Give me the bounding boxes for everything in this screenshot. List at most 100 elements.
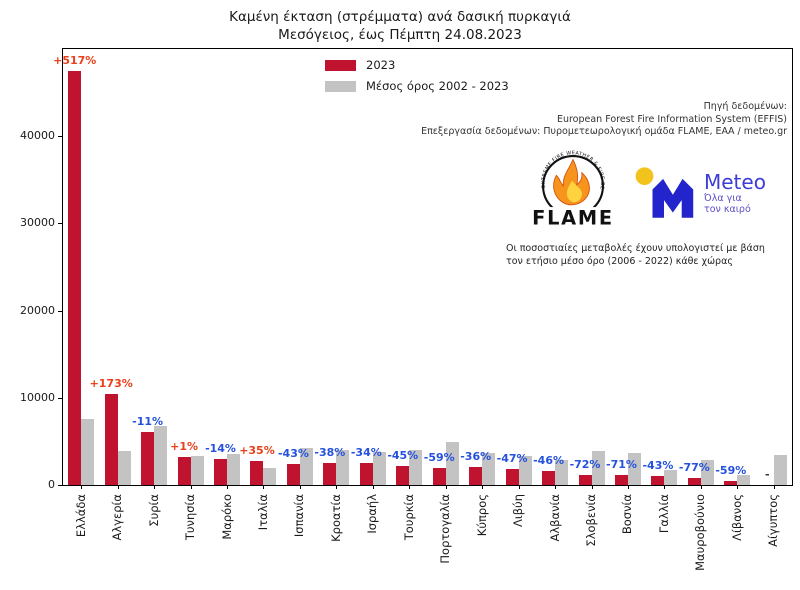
x-tick-mark [518, 485, 520, 489]
bar-average [773, 455, 787, 485]
x-tick-label: Ισραήλ [365, 493, 406, 534]
x-tick-mark [227, 485, 229, 489]
x-tick-label-text: Τυνησία [183, 494, 198, 541]
flame-logo-wordmark: FLAME [532, 207, 614, 230]
bar-2023 [104, 394, 118, 485]
bar-average [591, 451, 605, 485]
meteo-tagline-line2: τον καιρό [704, 204, 751, 215]
y-tick-mark [58, 484, 62, 486]
bar-2023 [141, 432, 155, 485]
bar-average [117, 451, 131, 485]
bar-2023 [432, 468, 446, 485]
x-tick-label-text: Τουρκία [401, 494, 416, 541]
percent-change-label: -43% [277, 447, 309, 460]
data-source-line2: European Forest Fire Information System … [556, 113, 787, 125]
y-tick-label: 0 [48, 478, 55, 491]
bar-average [482, 453, 496, 485]
percent-change-label: -36% [460, 450, 492, 463]
legend: 2023 Μέσος όρος 2002 - 2023 [325, 58, 509, 93]
percent-change-label: -59% [715, 464, 747, 477]
percent-change-label: -43% [642, 459, 674, 472]
bar-average [190, 456, 204, 485]
bar-average [336, 450, 350, 485]
method-note-line2: τον ετήσιο μέσο όρο (2006 - 2022) κάθε χ… [506, 256, 733, 267]
x-tick-label-text: Μαυροβούνιο [693, 494, 708, 571]
bar-average [664, 470, 678, 485]
x-tick-label-text: Πορτογαλία [438, 494, 453, 564]
bar-2023 [214, 459, 228, 485]
x-tick-mark [336, 485, 338, 489]
percent-change-label: -47% [496, 452, 528, 465]
meteo-wordmark: Meteo [704, 170, 766, 194]
bar-average [737, 475, 751, 485]
bar-2023 [687, 478, 701, 485]
x-tick-label-text: Αίγυπτος [766, 494, 781, 547]
percent-change-label: -11% [132, 415, 164, 428]
percent-change-label: -34% [350, 446, 382, 459]
data-source-line1: Πηγή δεδομένων: [703, 101, 787, 112]
x-tick-label-text: Ισπανία [292, 494, 307, 538]
meteo-logo: Meteo Όλα για τον καιρό [633, 166, 766, 220]
bar-average [555, 460, 569, 485]
bar-average [627, 453, 641, 485]
x-tick-label-text: Αλβανία [547, 494, 562, 542]
percent-change-label: -72% [569, 458, 601, 471]
x-tick-mark [299, 485, 301, 489]
percent-change-label: -45% [387, 449, 419, 462]
percent-change-label: -71% [606, 458, 637, 471]
x-tick-label-text: Λίβανος [729, 494, 744, 541]
percent-change-label: +173% [89, 377, 133, 390]
bar-average [154, 426, 168, 485]
bar-2023 [396, 466, 410, 485]
x-tick-label-text: Αλγερία [110, 494, 125, 541]
bar-average [81, 419, 95, 485]
meteo-sun-icon [635, 167, 654, 186]
meteo-logo-text: Meteo Όλα για τον καιρό [704, 171, 766, 215]
y-tick-mark [58, 135, 62, 137]
legend-swatch-average [325, 80, 356, 92]
plot-area: 2023 Μέσος όρος 2002 - 2023 Πηγή δεδομέν… [20, 48, 793, 571]
legend-label-2023: 2023 [366, 58, 396, 72]
x-tick-label-text: Κύπρος [474, 494, 489, 537]
x-tick-label-text: Μαρόκο [219, 494, 234, 540]
bar-2023 [542, 471, 556, 485]
x-tick-mark [445, 485, 447, 489]
x-tick-label-text: Ισραήλ [365, 494, 380, 534]
bar-average [372, 452, 386, 485]
legend-label-average: Μέσος όρος 2002 - 2023 [366, 79, 509, 93]
x-tick-mark [773, 485, 775, 489]
x-tick-mark [154, 485, 156, 489]
bar-average [263, 468, 277, 485]
x-tick-label-text: Ιταλία [255, 494, 270, 531]
x-tick-mark [409, 485, 411, 489]
x-tick-label-text: Ελλάδα [73, 494, 88, 538]
x-tick-mark [555, 485, 557, 489]
x-tick-mark [627, 485, 629, 489]
bar-average [518, 456, 532, 485]
y-tick-mark [58, 310, 62, 312]
x-tick-label-text: Λιβύη [511, 494, 526, 528]
x-tick-mark [700, 485, 702, 489]
bar-2023 [323, 463, 337, 485]
x-tick-label-text: Κροατία [328, 494, 343, 542]
meteo-tagline-line1: Όλα για [704, 193, 742, 204]
bar-average [445, 442, 459, 485]
chart-title-line1: Καμένη έκταση (στρέμματα) ανά δασική πυρ… [229, 9, 571, 25]
percent-change-label: +1% [170, 440, 199, 453]
x-tick-mark [81, 485, 83, 489]
percent-change-label: -77% [678, 461, 710, 474]
bar-average [409, 450, 423, 485]
bar-2023 [177, 457, 191, 485]
flame-logo-text-band [529, 207, 617, 230]
x-tick-mark [591, 485, 593, 489]
meteo-m-glyph [652, 178, 694, 218]
x-tick-mark [190, 485, 192, 489]
bar-average [227, 454, 241, 485]
flame-logo: EXTREME FIRE WEATHER & FIRE BEHAVIOUR FL… [527, 149, 617, 230]
y-tick-mark [58, 397, 62, 399]
bar-2023 [614, 475, 628, 485]
x-tick-label: Συρία [147, 493, 181, 527]
x-tick-mark [263, 485, 265, 489]
data-source-note: Πηγή δεδομένων: European Forest Fire Inf… [421, 101, 787, 139]
